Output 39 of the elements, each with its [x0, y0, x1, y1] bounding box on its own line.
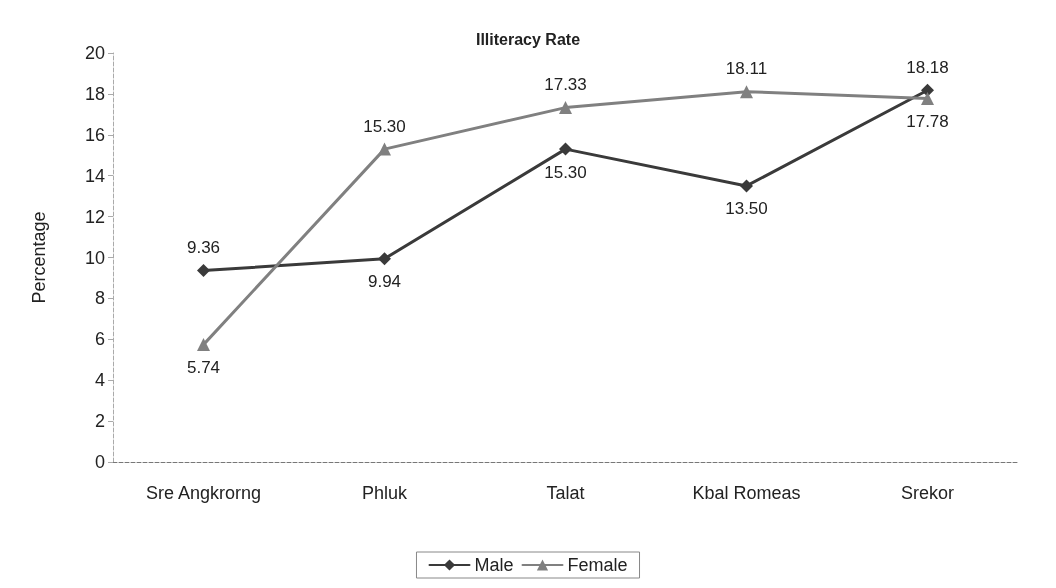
- data-label: 17.33: [544, 75, 587, 95]
- y-tick-label: 6: [94, 329, 105, 350]
- y-tick-label: 10: [84, 247, 105, 268]
- y-tick-label: 8: [94, 288, 105, 309]
- data-label: 15.30: [363, 116, 406, 136]
- x-tick-label: Kbal Romeas: [692, 483, 801, 503]
- data-label: 9.36: [186, 238, 221, 258]
- x-tick-label: Phluk: [361, 483, 409, 503]
- data-label: 18.18: [906, 57, 949, 77]
- data-label: 9.94: [367, 272, 402, 292]
- x-tick-label: Srekor: [900, 483, 955, 503]
- data-label: 18.11: [725, 59, 768, 79]
- y-tick-label: 12: [84, 206, 105, 227]
- x-tick-label: Sre Angkrorng: [145, 483, 262, 503]
- point: [921, 91, 934, 105]
- y-tick-label: 2: [94, 411, 105, 432]
- x-tick-label: Talat: [546, 483, 585, 503]
- legend-label: Female: [567, 555, 628, 575]
- point: [740, 85, 753, 99]
- point: [740, 179, 753, 193]
- y-axis-title: Percentage: [29, 211, 49, 304]
- y-tick-label: 20: [84, 43, 105, 63]
- point: [559, 101, 572, 115]
- y-tick-label: 4: [94, 370, 105, 391]
- point: [197, 338, 210, 352]
- y-tick-label: 16: [84, 124, 105, 145]
- data-label: 15.30: [544, 162, 587, 182]
- point: [378, 142, 391, 156]
- y-tick-label: 0: [94, 452, 105, 472]
- point: [197, 264, 210, 278]
- y-tick-label: 14: [84, 165, 105, 186]
- data-label: 13.50: [725, 199, 768, 219]
- data-label: 17.78: [906, 111, 949, 131]
- chart-title: Illiteracy Rate: [475, 30, 581, 48]
- y-tick-label: 18: [84, 83, 105, 104]
- data-label: 5.74: [186, 358, 221, 378]
- point: [378, 252, 391, 266]
- point: [559, 142, 572, 156]
- legend-label: Male: [474, 555, 514, 575]
